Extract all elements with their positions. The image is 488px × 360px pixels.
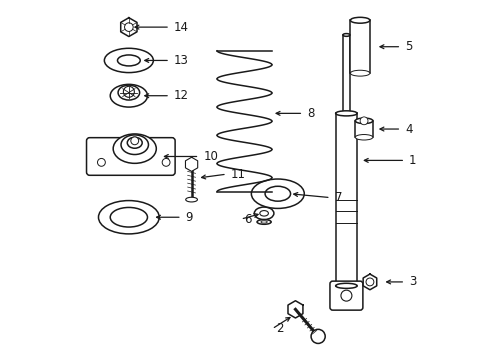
- Text: 6: 6: [244, 213, 251, 226]
- Text: 8: 8: [306, 107, 314, 120]
- FancyBboxPatch shape: [349, 20, 369, 73]
- Ellipse shape: [121, 135, 148, 154]
- Ellipse shape: [118, 85, 140, 100]
- FancyBboxPatch shape: [335, 113, 356, 286]
- FancyBboxPatch shape: [354, 121, 372, 137]
- Text: 11: 11: [230, 168, 245, 181]
- Text: 9: 9: [185, 211, 193, 224]
- FancyBboxPatch shape: [86, 138, 175, 175]
- Ellipse shape: [110, 207, 147, 227]
- Ellipse shape: [104, 48, 153, 73]
- Ellipse shape: [110, 84, 147, 107]
- Ellipse shape: [185, 197, 197, 202]
- Text: 10: 10: [203, 150, 218, 163]
- Text: 14: 14: [174, 21, 188, 33]
- Circle shape: [97, 158, 105, 166]
- Ellipse shape: [349, 70, 369, 76]
- Polygon shape: [185, 157, 197, 171]
- Text: 7: 7: [334, 191, 342, 204]
- Circle shape: [366, 278, 373, 286]
- Polygon shape: [363, 274, 376, 290]
- Ellipse shape: [113, 134, 156, 163]
- Ellipse shape: [261, 221, 266, 223]
- Text: 4: 4: [405, 122, 412, 136]
- Text: 13: 13: [174, 54, 188, 67]
- Ellipse shape: [127, 137, 142, 148]
- FancyBboxPatch shape: [342, 35, 349, 115]
- Ellipse shape: [354, 135, 372, 140]
- Polygon shape: [121, 18, 137, 36]
- Ellipse shape: [335, 283, 356, 288]
- Ellipse shape: [354, 118, 372, 123]
- Ellipse shape: [117, 55, 140, 66]
- Circle shape: [124, 23, 133, 31]
- Circle shape: [162, 158, 170, 166]
- Text: 3: 3: [408, 275, 416, 288]
- Ellipse shape: [259, 211, 268, 216]
- Ellipse shape: [257, 220, 271, 224]
- FancyBboxPatch shape: [329, 281, 362, 310]
- Ellipse shape: [264, 186, 290, 201]
- Circle shape: [123, 86, 134, 97]
- Ellipse shape: [335, 111, 356, 116]
- Circle shape: [359, 117, 367, 125]
- Ellipse shape: [98, 201, 159, 234]
- Circle shape: [131, 137, 139, 145]
- Ellipse shape: [342, 33, 349, 36]
- Circle shape: [310, 329, 325, 343]
- Circle shape: [340, 290, 351, 301]
- Ellipse shape: [349, 17, 369, 23]
- Ellipse shape: [251, 179, 304, 208]
- Ellipse shape: [254, 207, 273, 220]
- Text: 2: 2: [275, 323, 283, 336]
- Text: 12: 12: [174, 89, 188, 102]
- Text: 5: 5: [405, 40, 412, 53]
- Text: 1: 1: [408, 154, 416, 167]
